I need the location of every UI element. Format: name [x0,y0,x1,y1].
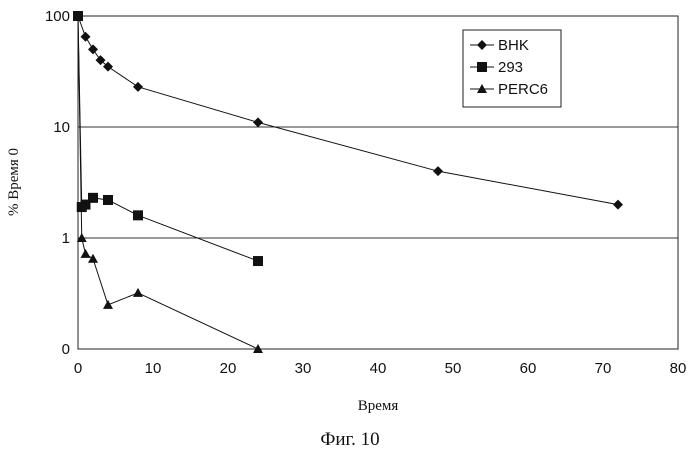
y-axis-title: % Время 0 [6,148,22,216]
x-axis-title: Время [358,398,399,414]
series-line [78,16,258,261]
data-point [88,254,98,263]
x-tick-label: 30 [295,360,312,377]
tick-labels: 0 10 20 30 40 50 60 70 80 0 1 10 100 [45,8,686,377]
data-point [81,32,91,42]
grid-lines [78,127,678,238]
legend-label: BHK [498,37,529,54]
data-point [133,82,143,92]
y-tick-label: 0 [62,341,70,358]
x-tick-label: 60 [520,360,537,377]
data-point [253,256,263,266]
figure-caption: Фиг. 10 [320,429,379,450]
data-point [133,288,143,297]
x-tick-label: 40 [370,360,387,377]
x-tick-label: 0 [74,360,82,377]
data-point [88,193,98,203]
y-tick-label: 1 [62,230,70,247]
data-point [103,300,113,309]
x-tick-label: 50 [445,360,462,377]
data-point [88,44,98,54]
legend-label: 293 [498,59,523,76]
data-point [613,200,623,210]
legend-label: PERC6 [498,81,548,98]
data-point [81,249,91,258]
y-tick-label: 10 [53,119,70,136]
plot-frame [78,16,678,349]
x-tick-label: 80 [670,360,687,377]
data-point [433,166,443,176]
x-tick-label: 20 [220,360,237,377]
x-tick-label: 70 [595,360,612,377]
x-tick-label: 10 [145,360,162,377]
series-293 [73,11,263,266]
data-point [103,195,113,205]
y-tick-label: 100 [45,8,70,25]
data-point [133,210,143,220]
data-point [253,117,263,127]
legend-marker [477,62,487,72]
legend: BHK 293 PERC6 [463,30,561,107]
